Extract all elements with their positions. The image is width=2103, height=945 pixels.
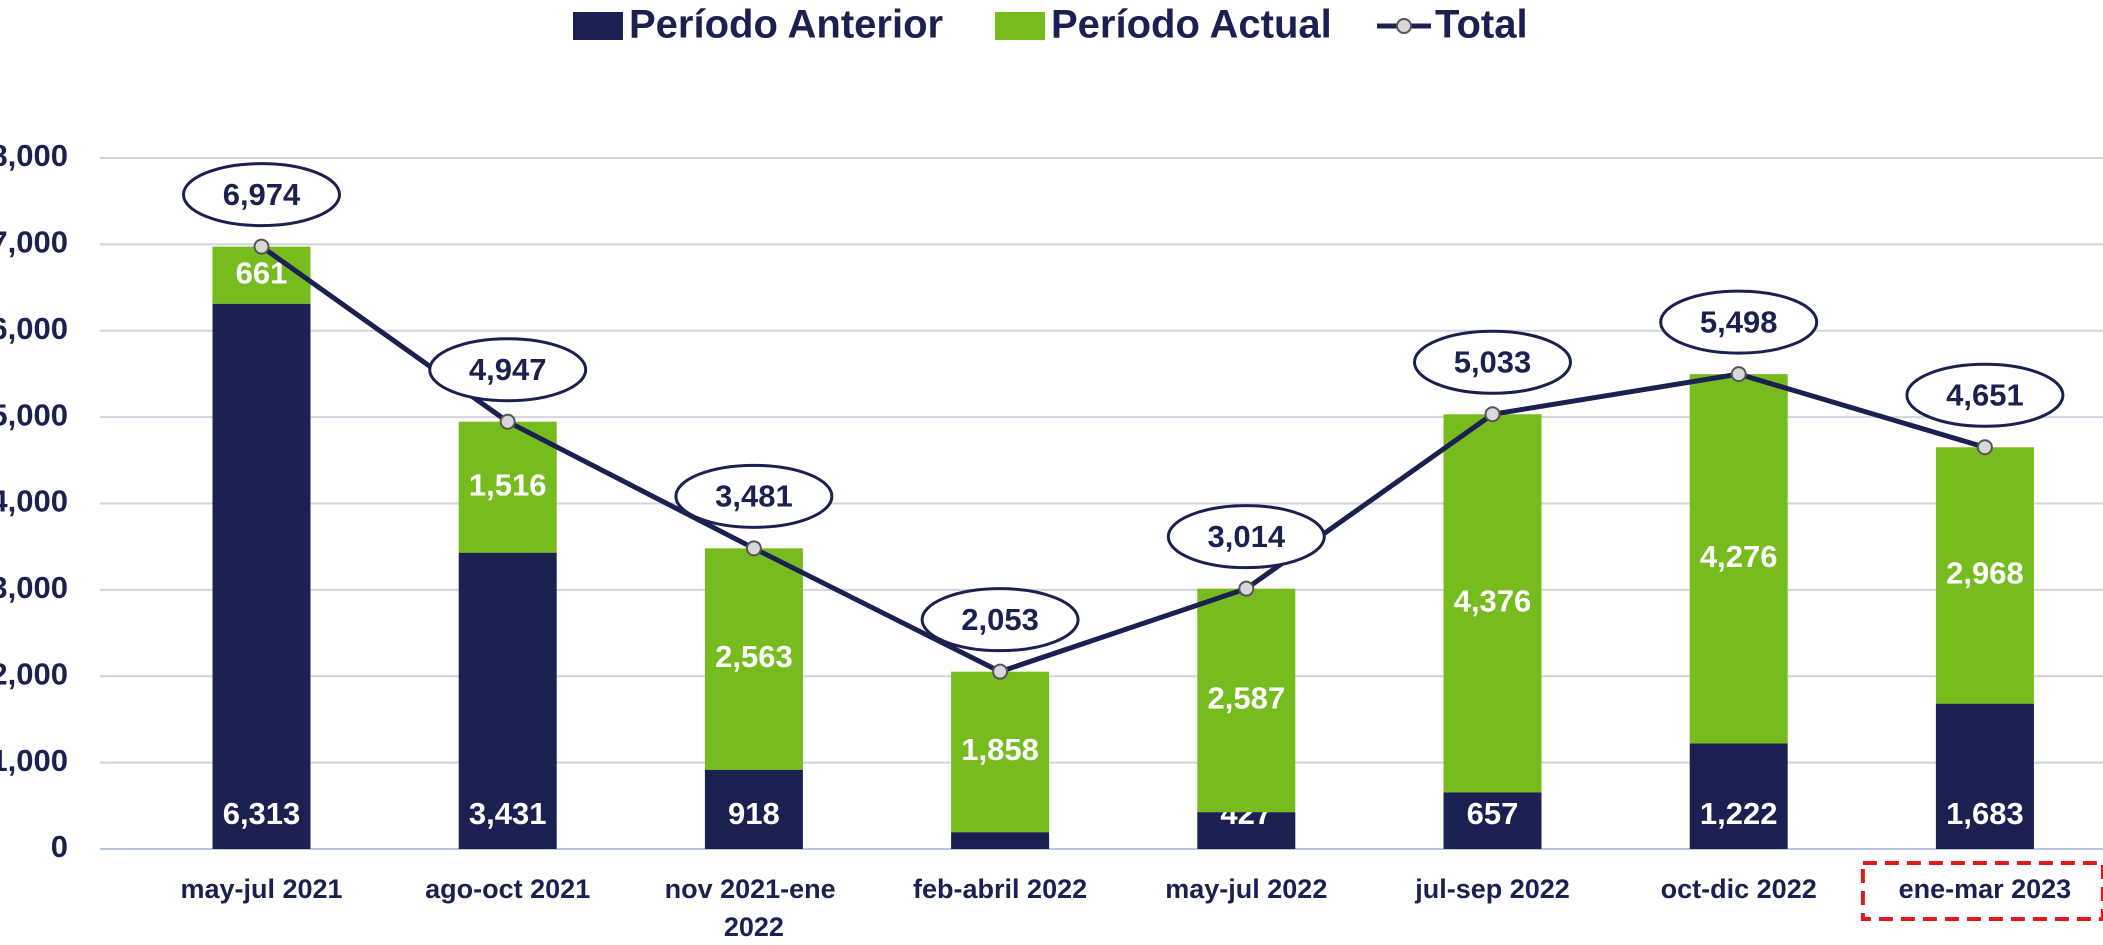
data-label: 4,947	[469, 352, 547, 387]
x-tick-label: ago-oct 2021	[425, 874, 590, 904]
label-bubble	[1413, 329, 1572, 395]
bar-segment	[1443, 792, 1542, 849]
data-label: 5,033	[1454, 344, 1532, 379]
bar-segment	[458, 421, 557, 553]
legend-swatch	[573, 12, 623, 40]
data-label: 3,431	[469, 796, 547, 831]
data-label: 3,014	[1208, 519, 1286, 554]
bar-segment	[704, 548, 803, 770]
label-bubble	[1166, 504, 1326, 570]
x-tick-label: may-jul 2021	[180, 874, 342, 904]
bar-segment	[704, 769, 803, 849]
y-tick-label: 8,000	[0, 138, 68, 173]
label-bubble	[428, 337, 588, 403]
data-label: 4,276	[1700, 539, 1778, 574]
data-label: 1,683	[1946, 796, 2024, 831]
y-tick-label: 7,000	[0, 225, 68, 260]
total-marker	[992, 663, 1009, 680]
label-bubble	[674, 463, 834, 529]
label-bubble	[1905, 362, 2065, 428]
data-label: 1,516	[469, 467, 547, 502]
total-marker	[745, 540, 762, 557]
bar-segment	[1935, 703, 2034, 849]
legend-swatch	[995, 12, 1045, 40]
total-marker	[1976, 439, 1993, 456]
x-tick-label: may-jul 2022	[1165, 874, 1327, 904]
total-line	[260, 244, 1986, 675]
data-label: 3,481	[715, 479, 793, 514]
bar-segment	[1689, 743, 1788, 849]
bar-segment	[951, 832, 1050, 849]
data-label: 1,858	[961, 732, 1039, 767]
data-label: 2,968	[1946, 556, 2024, 591]
data-label: 918	[728, 796, 780, 831]
bar-segment	[1197, 812, 1296, 849]
x-tick-label: jul-sep 2022	[1414, 874, 1570, 904]
data-label: 4,651	[1946, 377, 2024, 412]
legend-marker	[1396, 18, 1412, 34]
y-tick-label: 0	[51, 829, 68, 864]
total-marker	[253, 238, 270, 255]
bar-segment	[1689, 374, 1788, 744]
bar-segment	[212, 246, 311, 304]
legend-label: Total	[1435, 3, 1528, 47]
y-tick-label: 4,000	[0, 484, 68, 519]
data-label: 2,563	[715, 639, 793, 674]
legend-label: Período Anterior	[629, 3, 943, 47]
label-bubble	[920, 587, 1080, 653]
data-label: 6,974	[223, 177, 301, 212]
x-tick-label: ene-mar 2023	[1899, 874, 2072, 904]
bar-segment	[1197, 588, 1296, 813]
total-marker	[499, 413, 516, 430]
data-label: 4,376	[1454, 583, 1532, 618]
total-marker	[1484, 406, 1501, 423]
data-label: 1,222	[1700, 796, 1778, 831]
y-tick-label: 2,000	[0, 656, 68, 691]
data-label: 2,587	[1208, 681, 1286, 716]
data-label: 5,498	[1700, 304, 1778, 339]
x-tick-label: feb-abril 2022	[913, 874, 1087, 904]
data-label: 6,313	[223, 796, 301, 831]
legend-label: Período Actual	[1051, 3, 1332, 47]
data-label: 2,053	[961, 602, 1039, 637]
total-marker	[1238, 580, 1255, 597]
label-bubble	[1659, 289, 1819, 355]
bar-segment	[1935, 447, 2034, 704]
bar-segment	[212, 303, 311, 850]
y-tick-label: 3,000	[0, 570, 68, 605]
y-tick-label: 6,000	[0, 311, 68, 346]
y-tick-label: 5,000	[0, 397, 68, 432]
y-tick-label: 1,000	[0, 743, 68, 778]
x-tick-label: nov 2021-ene 2022	[665, 874, 844, 942]
label-bubble	[182, 162, 341, 228]
bar-segment	[951, 671, 1050, 833]
x-tick-label: oct-dic 2022	[1661, 874, 1817, 904]
total-marker	[1730, 366, 1747, 383]
data-label: 657	[1467, 796, 1519, 831]
bar-segment	[458, 552, 557, 849]
bar-segment	[1443, 414, 1542, 793]
